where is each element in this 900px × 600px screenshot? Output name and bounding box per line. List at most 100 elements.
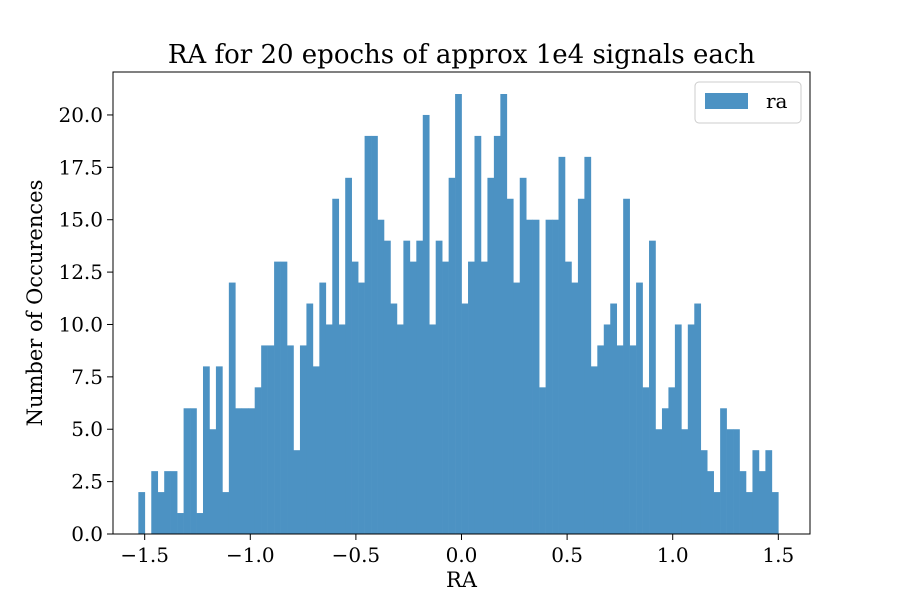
histogram-bar [519, 177, 527, 535]
legend: ra [694, 81, 802, 124]
histogram-bar [629, 345, 637, 534]
histogram-bar [649, 240, 656, 534]
legend-label: ra [766, 89, 788, 113]
histogram-bar [138, 492, 146, 534]
histogram-bar [215, 366, 223, 534]
histogram-bar [694, 303, 702, 534]
histogram-bar [403, 240, 411, 534]
histogram-bar [151, 471, 159, 534]
histogram-bar [371, 135, 378, 534]
histogram-bar [745, 492, 753, 534]
histogram-bar [668, 387, 676, 534]
histogram-bar [455, 94, 462, 534]
histogram-bar [235, 408, 243, 534]
histogram-bar [564, 261, 572, 534]
histogram-bar [674, 324, 682, 534]
histogram-bar [513, 282, 521, 534]
histogram-bar [603, 324, 611, 534]
histogram-bar [590, 366, 598, 534]
histogram-bar [765, 450, 773, 534]
histogram-bar [571, 282, 579, 534]
y-tick-label: 2.5 [71, 470, 103, 494]
histogram-bar [299, 345, 307, 534]
histogram-bar [325, 324, 333, 534]
histogram-bar [222, 492, 230, 534]
histogram-bar [661, 408, 669, 534]
histogram-bar [687, 324, 695, 534]
histogram-bar [429, 324, 437, 534]
histogram-bar [202, 366, 210, 534]
histogram-bar [539, 387, 546, 534]
histogram-bar [280, 261, 288, 534]
histogram-bar [558, 156, 566, 534]
histogram-bar [241, 408, 249, 534]
histogram-bar [739, 471, 747, 534]
histogram-bar [248, 408, 256, 534]
x-tick-label: −1.5 [120, 543, 169, 567]
y-tick-label: 17.5 [58, 155, 103, 179]
histogram-bar [345, 177, 352, 535]
histogram-bar [377, 219, 385, 534]
histogram-bar [752, 450, 760, 534]
x-tick-label: 1.5 [762, 543, 794, 567]
histogram-bar [771, 492, 779, 534]
histogram-bar [261, 345, 268, 534]
histogram-bar [552, 219, 559, 534]
x-tick-label: 1.0 [657, 543, 689, 567]
histogram-bar [526, 219, 533, 534]
histogram-bar [293, 450, 301, 534]
histogram-bar [364, 135, 372, 534]
y-tick-label: 5.0 [71, 417, 103, 441]
histogram-bar [164, 471, 171, 534]
histogram-bar [409, 261, 417, 534]
y-tick-label: 12.5 [58, 260, 103, 284]
histogram-bar [577, 198, 585, 534]
histogram-bar [700, 450, 708, 534]
histogram-bar [642, 387, 650, 534]
histogram-bar [506, 198, 514, 534]
histogram-bar [545, 219, 553, 534]
y-axis-label: Number of Occurences [23, 180, 47, 427]
histogram-bar [416, 240, 424, 534]
histogram-bar [733, 429, 740, 534]
histogram-bar [707, 471, 714, 534]
histogram-bar [190, 408, 197, 534]
histogram-bar [383, 240, 391, 534]
y-tick-label: 15.0 [58, 208, 103, 232]
y-axis-ticks: 0.0 2.5 5.0 7.5 10.0 12.5 15.0 17.5 20.0 [58, 103, 113, 546]
histogram-bar [267, 345, 275, 534]
histogram-bar [500, 94, 508, 534]
histogram-bar [532, 219, 540, 534]
histogram-bar [636, 282, 643, 534]
histogram-bar [681, 429, 689, 534]
histogram-bar [274, 261, 281, 534]
histogram-bar [177, 513, 184, 534]
histogram-bar [487, 177, 495, 535]
histogram-bar [597, 345, 605, 534]
histogram-bar [351, 261, 359, 534]
x-axis-ticks: −1.5 −1.0 −0.5 0.0 0.5 1.0 1.5 [120, 534, 794, 567]
histogram-bar [390, 303, 398, 534]
histogram-bar [358, 282, 365, 534]
histogram-bar [319, 282, 327, 534]
plot-frame [112, 71, 811, 535]
chart-title: RA for 20 epochs of approx 1e4 signals e… [168, 40, 756, 70]
histogram-bar [468, 261, 475, 534]
histogram-bar [758, 471, 766, 534]
histogram-bar [332, 198, 340, 534]
histogram-bar [584, 156, 592, 534]
histogram-bar [338, 324, 346, 534]
bars-group [138, 94, 779, 535]
histogram-bar [610, 303, 618, 534]
histogram-bar [254, 387, 262, 534]
histogram-bar [720, 408, 727, 534]
histogram-bar [396, 324, 404, 534]
histogram-bar [442, 261, 449, 534]
x-tick-label: −0.5 [332, 543, 381, 567]
x-tick-label: −1.0 [226, 543, 275, 567]
y-tick-label: 10.0 [58, 312, 103, 336]
y-tick-label: 7.5 [71, 365, 103, 389]
histogram-bar [157, 492, 165, 534]
histogram-bar [422, 114, 430, 534]
